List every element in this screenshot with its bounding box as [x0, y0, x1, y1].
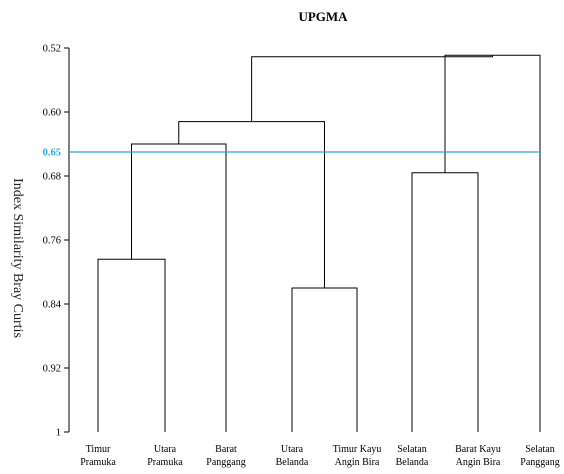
y-axis-label: Index Similarity Bray Curtis [10, 178, 25, 338]
leaf-label-line: Barat [215, 444, 237, 455]
leaf-label-line: Belanda [276, 457, 309, 468]
chart-title: UPGMA [298, 9, 348, 24]
y-tick-label: 0.76 [43, 236, 61, 247]
leaf-label-line: Barat Kayu [455, 444, 501, 455]
leaf-label-line: Angin Bira [456, 457, 501, 468]
leaf-label-line: Selatan [525, 444, 554, 455]
leaf-labels: Timur Pramuka Utara Pramuka Barat Panggang Uta… [80, 444, 560, 468]
leaf-label: Timur Kayu Angin Bira [333, 444, 382, 468]
dendrogram-links [97, 54, 541, 432]
y-axis-ticks: 0.52 0.60 0.68 0.76 0.84 0.92 1 [43, 44, 69, 439]
y-tick-label: 0.52 [43, 44, 61, 55]
reference-line-group: 0.65 [43, 148, 541, 159]
dendrogram-link [411, 172, 479, 432]
leaf-label-line: Selatan [397, 444, 426, 455]
leaf-label-line: Timur [86, 444, 111, 455]
dendrogram-link [291, 287, 358, 432]
y-tick-label: 0.60 [43, 108, 61, 119]
leaf-label: Utara Pramuka [147, 444, 183, 468]
leaf-label-line: Panggang [520, 457, 559, 468]
leaf-label: Barat Kayu Angin Bira [455, 444, 501, 468]
y-tick-label: 0.68 [43, 172, 61, 183]
leaf-label: Selatan Panggang [520, 444, 559, 468]
leaf-label: Timur Pramuka [80, 444, 116, 468]
leaf-label-line: Utara [281, 444, 304, 455]
leaf-label-line: Angin Bira [335, 457, 380, 468]
y-tick-label: 1 [56, 428, 61, 439]
leaf-label: Selatan Belanda [396, 444, 429, 468]
dendrogram-link [178, 121, 325, 288]
leaf-label-line: Utara [154, 444, 177, 455]
reference-line-label: 0.65 [43, 148, 61, 159]
leaf-label-line: Pramuka [80, 457, 116, 468]
dendrogram-link [444, 54, 541, 432]
dendrogram-link [97, 258, 166, 432]
leaf-label-line: Panggang [206, 457, 245, 468]
y-tick-label: 0.92 [43, 364, 61, 375]
leaf-label: Barat Panggang [206, 444, 245, 468]
leaf-label-line: Belanda [396, 457, 429, 468]
y-tick-label: 0.84 [43, 300, 62, 311]
leaf-label-line: Pramuka [147, 457, 183, 468]
dendrogram-link [131, 143, 227, 432]
leaf-label: Utara Belanda [276, 444, 309, 468]
dendrogram-link [251, 55, 493, 122]
leaf-label-line: Timur Kayu [333, 444, 382, 455]
